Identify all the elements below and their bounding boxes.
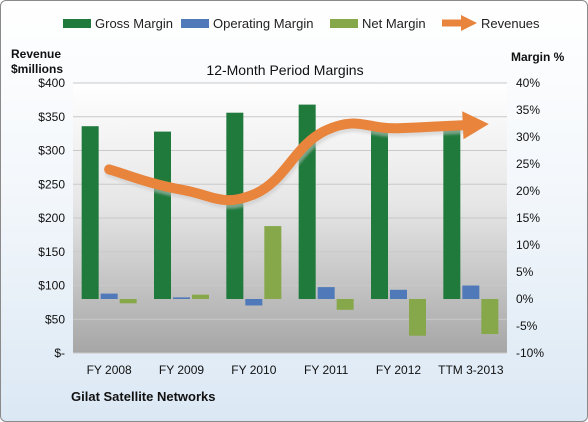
left-tick-label: $400 xyxy=(38,76,65,90)
bar-gross-margin xyxy=(371,126,388,299)
right-axis-ticks: -10% -5% 0% 5% 10% 15% 20% 25% 30% 35% 40% xyxy=(516,76,544,360)
legend-label-gross-margin: Gross Margin xyxy=(95,16,173,31)
category-label: FY 2009 xyxy=(159,363,204,377)
bar-operating-margin xyxy=(245,299,263,306)
bar-gross-margin xyxy=(81,126,99,299)
left-tick-label: $250 xyxy=(38,177,65,191)
right-tick-label: 35% xyxy=(516,103,540,117)
gridlines xyxy=(73,82,507,354)
category-label: FY 2010 xyxy=(231,363,276,377)
bar-net-margin xyxy=(409,299,426,336)
right-axis-title: Margin % xyxy=(511,50,565,64)
bar-net-margin xyxy=(192,294,209,299)
left-tick-label: $300 xyxy=(38,144,65,158)
legend-swatch-gross-margin xyxy=(63,19,91,28)
right-tick-label: 15% xyxy=(516,211,540,225)
revenue-line-path xyxy=(104,118,476,206)
bar-gross-margin xyxy=(443,126,461,299)
bar-net-margin xyxy=(264,226,282,299)
bar-net-margin xyxy=(119,299,137,304)
category-labels: FY 2008 FY 2009 FY 2010 FY 2011 FY 2012 TTM 3… xyxy=(87,363,504,377)
bar-operating-margin xyxy=(173,297,190,299)
bar-operating-margin xyxy=(317,287,335,299)
right-tick-label: 5% xyxy=(516,265,534,279)
legend-label-net-margin: Net Margin xyxy=(362,16,426,31)
left-tick-label: $200 xyxy=(38,211,65,225)
chart-title: 12-Month Period Margins xyxy=(206,62,363,78)
bar-gross-margin xyxy=(154,131,171,299)
left-tick-label: $100 xyxy=(38,279,65,293)
category-label: FY 2008 xyxy=(87,363,132,377)
left-axis-ticks: $- $50 $100 $150 $200 $250 $300 $350 $400 xyxy=(38,76,65,360)
company-label: Gilat Satellite Networks xyxy=(71,389,216,404)
left-axis-title-line2: $millions xyxy=(11,62,63,76)
left-tick-label: $- xyxy=(54,346,65,360)
right-tick-label: -5% xyxy=(516,319,538,333)
bar-operating-margin xyxy=(100,293,118,299)
right-tick-label: 25% xyxy=(516,157,540,171)
legend-label-revenues: Revenues xyxy=(481,16,540,31)
bar-operating-margin xyxy=(390,289,407,299)
right-tick-label: 0% xyxy=(516,292,534,306)
left-tick-label: $350 xyxy=(38,110,65,124)
revenue-line-arrowhead xyxy=(462,111,489,140)
legend-label-operating-margin: Operating Margin xyxy=(213,16,313,31)
bar-net-margin xyxy=(481,299,499,335)
right-tick-label: -10% xyxy=(516,346,544,360)
bar-net-margin xyxy=(336,299,354,310)
right-tick-label: 40% xyxy=(516,76,540,90)
right-tick-label: 30% xyxy=(516,130,540,144)
category-label: TTM 3-2013 xyxy=(438,363,504,377)
legend: Gross Margin Operating Margin Net Margin… xyxy=(63,15,540,31)
legend-swatch-operating-margin xyxy=(181,19,209,28)
revenue-line xyxy=(104,111,489,209)
legend-swatch-revenues-arrow xyxy=(461,15,477,31)
right-tick-label: 20% xyxy=(516,184,540,198)
category-label: FY 2011 xyxy=(304,363,349,377)
legend-swatch-net-margin xyxy=(330,19,358,28)
bar-operating-margin xyxy=(462,285,480,299)
left-axis-title-line1: Revenue xyxy=(11,47,61,61)
category-label: FY 2012 xyxy=(376,363,421,377)
left-tick-label: $50 xyxy=(45,312,65,326)
left-tick-label: $150 xyxy=(38,245,65,259)
right-tick-label: 10% xyxy=(516,238,540,252)
